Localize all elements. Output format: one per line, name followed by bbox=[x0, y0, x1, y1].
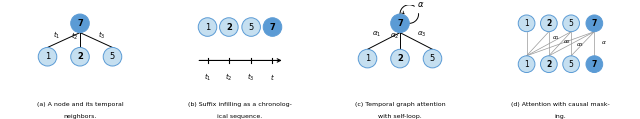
Text: 5: 5 bbox=[248, 22, 254, 32]
Circle shape bbox=[390, 49, 410, 68]
Circle shape bbox=[563, 15, 579, 32]
Text: 1: 1 bbox=[524, 60, 529, 69]
Text: $\alpha$: $\alpha$ bbox=[601, 39, 607, 46]
Circle shape bbox=[103, 47, 122, 66]
Circle shape bbox=[586, 56, 603, 72]
Text: 1: 1 bbox=[205, 22, 210, 32]
Text: $t_3$: $t_3$ bbox=[248, 72, 255, 83]
Circle shape bbox=[220, 18, 238, 36]
Text: $t$: $t$ bbox=[270, 72, 275, 82]
Circle shape bbox=[70, 14, 90, 33]
Text: 1: 1 bbox=[45, 52, 50, 61]
Circle shape bbox=[563, 56, 579, 72]
Text: (c) Temporal graph attention: (c) Temporal graph attention bbox=[355, 102, 445, 107]
Text: $t_1$: $t_1$ bbox=[53, 30, 60, 41]
Text: $\alpha_3$: $\alpha_3$ bbox=[577, 42, 584, 49]
Text: 5: 5 bbox=[430, 54, 435, 63]
Text: $t_3$: $t_3$ bbox=[98, 30, 105, 41]
Text: 2: 2 bbox=[226, 22, 232, 32]
Circle shape bbox=[263, 18, 282, 36]
Text: $\alpha_2$: $\alpha_2$ bbox=[563, 38, 571, 46]
Circle shape bbox=[38, 47, 57, 66]
Text: ical sequence.: ical sequence. bbox=[218, 114, 262, 119]
Text: (a) A node and its temporal: (a) A node and its temporal bbox=[36, 102, 124, 107]
Text: 5: 5 bbox=[569, 19, 573, 28]
Text: $\alpha_1$: $\alpha_1$ bbox=[372, 30, 381, 39]
Text: $\alpha_1$: $\alpha_1$ bbox=[552, 34, 560, 42]
Text: 7: 7 bbox=[269, 22, 275, 32]
Text: 2: 2 bbox=[77, 52, 83, 61]
Text: $t_2$: $t_2$ bbox=[225, 72, 232, 83]
Text: 7: 7 bbox=[591, 19, 597, 28]
Circle shape bbox=[390, 14, 410, 33]
Text: $t_1$: $t_1$ bbox=[204, 72, 211, 83]
Text: 2: 2 bbox=[546, 19, 552, 28]
Text: $\alpha_2$: $\alpha_2$ bbox=[390, 32, 399, 41]
Circle shape bbox=[423, 49, 442, 68]
Circle shape bbox=[541, 15, 557, 32]
Text: 7: 7 bbox=[77, 19, 83, 28]
Circle shape bbox=[242, 18, 260, 36]
Text: 1: 1 bbox=[524, 19, 529, 28]
Text: $\alpha_3$: $\alpha_3$ bbox=[417, 30, 426, 39]
Text: $t_2$: $t_2$ bbox=[71, 31, 79, 42]
Text: 7: 7 bbox=[591, 60, 597, 69]
Circle shape bbox=[518, 56, 535, 72]
Circle shape bbox=[586, 15, 603, 32]
Circle shape bbox=[198, 18, 217, 36]
Text: 5: 5 bbox=[569, 60, 573, 69]
Text: (d) Attention with causal mask-: (d) Attention with causal mask- bbox=[511, 102, 609, 107]
Text: with self-loop.: with self-loop. bbox=[378, 114, 422, 119]
Text: ing.: ing. bbox=[554, 114, 566, 119]
Circle shape bbox=[358, 49, 377, 68]
Text: 7: 7 bbox=[397, 19, 403, 28]
Text: 1: 1 bbox=[365, 54, 370, 63]
Text: (b) Suffix infilling as a chronolog-: (b) Suffix infilling as a chronolog- bbox=[188, 102, 292, 107]
Text: neighbors.: neighbors. bbox=[63, 114, 97, 119]
Text: 5: 5 bbox=[110, 52, 115, 61]
Text: $\alpha$: $\alpha$ bbox=[417, 0, 424, 9]
Circle shape bbox=[518, 15, 535, 32]
Circle shape bbox=[541, 56, 557, 72]
Text: 2: 2 bbox=[397, 54, 403, 63]
Circle shape bbox=[70, 47, 90, 66]
Text: 2: 2 bbox=[546, 60, 552, 69]
